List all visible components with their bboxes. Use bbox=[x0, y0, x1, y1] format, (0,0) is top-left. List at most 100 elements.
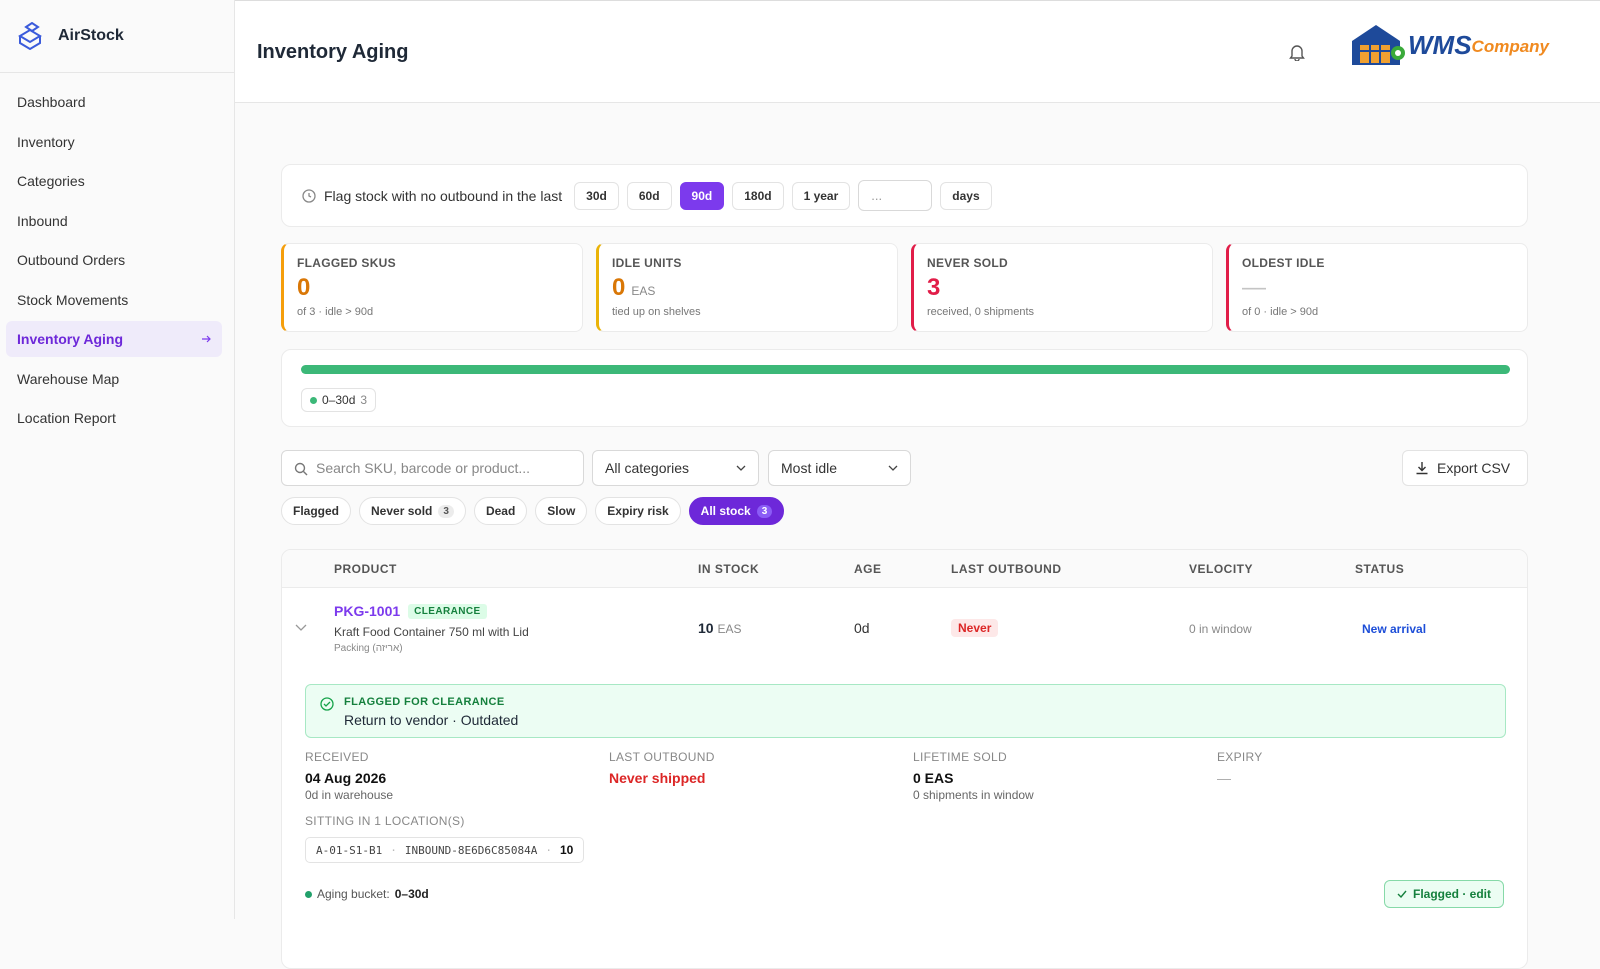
location-code: A-01-S1-B1 bbox=[316, 843, 383, 857]
logo-secondary: Company bbox=[1471, 37, 1550, 56]
search-placeholder: Search SKU, barcode or product... bbox=[316, 460, 530, 476]
field-label: EXPIRY bbox=[1217, 750, 1263, 764]
in-stock-unit: EAS bbox=[717, 622, 742, 636]
filter-chip[interactable]: All stock 3 bbox=[688, 497, 785, 525]
aging-card: 0–30d 3 bbox=[281, 349, 1528, 427]
threshold-option[interactable]: 30d bbox=[574, 181, 619, 210]
chips: Flagged Never sold 3 Dead Slow Expiry risk All… bbox=[281, 497, 785, 525]
flag-edit-label: Flagged · edit bbox=[1413, 887, 1491, 901]
nav-item[interactable]: Inbound bbox=[17, 212, 68, 229]
chip-count: 3 bbox=[438, 504, 454, 518]
threshold-option[interactable]: 90d bbox=[679, 181, 725, 210]
nav-item[interactable]: Categories bbox=[17, 173, 85, 189]
location-chip: A-01-S1-B1 · INBOUND-8E6D6C85084A · 10 bbox=[305, 837, 585, 863]
stat-number: — bbox=[1242, 274, 1266, 301]
filter-chip[interactable]: Dead bbox=[473, 497, 528, 525]
sidebar: AirStock Dashboard Inventory Categories Inb… bbox=[0, 0, 235, 919]
column-header: PRODUCT bbox=[334, 562, 397, 576]
stats: FLAGGED SKUS 0 of 3 · idle > 90d IDLE UNITS… bbox=[281, 243, 1528, 332]
field-value: — bbox=[1217, 770, 1231, 786]
chevron bbox=[888, 465, 898, 471]
field-note: 0 shipments in window bbox=[913, 788, 1034, 802]
velocity: 0 in window bbox=[1189, 622, 1252, 636]
field-value: 04 Aug 2026 bbox=[305, 770, 387, 786]
chip-label: All stock bbox=[700, 504, 751, 518]
days-unit: days bbox=[940, 181, 992, 210]
aging-legend: 0–30d 3 bbox=[301, 388, 377, 412]
stat-label: NEVER SOLD bbox=[927, 256, 1009, 270]
sort-select[interactable]: Most idle bbox=[768, 450, 911, 486]
in-stock-value: 10 bbox=[698, 620, 714, 636]
bucket-value: 0–30d bbox=[394, 887, 429, 901]
field-label: LIFETIME SOLD bbox=[913, 750, 1007, 764]
flag-edit-button[interactable]: Flagged · edit bbox=[1384, 880, 1504, 908]
stat-value: — bbox=[1242, 274, 1514, 302]
nav-item[interactable]: Outbound Orders bbox=[17, 252, 126, 268]
logo: WMS Company bbox=[1350, 23, 1549, 67]
column-header: IN STOCK bbox=[698, 562, 760, 576]
filter-chip[interactable]: Expiry risk bbox=[595, 497, 681, 525]
bucket-label: Aging bucket: bbox=[317, 887, 390, 901]
page-title: Inventory Aging bbox=[257, 41, 409, 63]
row-toggle[interactable] bbox=[295, 624, 307, 632]
export-button[interactable]: Export CSV bbox=[1402, 450, 1528, 486]
aging-bucket: Aging bucket: 0–30d bbox=[305, 887, 429, 901]
export-label: Export CSV bbox=[1437, 460, 1511, 476]
stat-label: OLDEST IDLE bbox=[1242, 256, 1325, 270]
field-value: 0 EAS bbox=[913, 770, 954, 786]
field-note: 0d in warehouse bbox=[305, 788, 394, 802]
sku[interactable]: PKG-1001 bbox=[334, 603, 401, 619]
field-label: RECEIVED bbox=[305, 750, 369, 764]
aging-bar bbox=[301, 365, 1510, 374]
stat-label: FLAGGED SKUS bbox=[297, 256, 396, 270]
chip-count: 3 bbox=[756, 504, 773, 518]
column-header: AGE bbox=[854, 562, 882, 576]
chevron bbox=[736, 465, 746, 471]
nav-item[interactable]: Dashboard bbox=[17, 94, 86, 110]
in-stock: 10 EAS bbox=[698, 620, 741, 636]
legend-label: 0–30d bbox=[322, 393, 356, 407]
nav-item[interactable]: Inventory Aging bbox=[6, 321, 222, 357]
legend-item: 0–30d 3 bbox=[301, 388, 377, 412]
threshold-card: Flag stock with no outbound in the last … bbox=[281, 164, 1528, 227]
custom-days-input[interactable]: ... bbox=[858, 180, 933, 211]
bell-icon[interactable] bbox=[1289, 43, 1305, 61]
stat-note: received, 0 shipments bbox=[927, 306, 1034, 318]
threshold-option[interactable]: 60d bbox=[626, 181, 672, 210]
product-name: Kraft Food Container 750 ml with Lid bbox=[334, 625, 529, 639]
search-input[interactable]: Search SKU, barcode or product... bbox=[281, 450, 584, 486]
chip-label: Dead bbox=[485, 504, 516, 518]
threshold-option[interactable]: 1 year bbox=[791, 181, 851, 210]
table-header: PRODUCT IN STOCK AGE LAST OUTBOUND VELOCITY S… bbox=[282, 550, 1527, 588]
stat-value: 0 EAS bbox=[612, 274, 884, 302]
filter-chip[interactable]: Never sold 3 bbox=[359, 497, 466, 525]
nav-item[interactable]: Inventory bbox=[17, 133, 75, 150]
nav: Dashboard Inventory Categories Inbound Outbo… bbox=[6, 84, 222, 440]
column-header: LAST OUTBOUND bbox=[951, 562, 1062, 576]
flag-text: Return to vendor · Outdated bbox=[344, 712, 519, 728]
download-icon bbox=[1416, 462, 1428, 475]
status: New arrival bbox=[1362, 622, 1427, 636]
filter-chip[interactable]: Flagged bbox=[281, 497, 352, 525]
logo-primary: WMS bbox=[1408, 29, 1472, 60]
stat-note: of 3 · idle > 90d bbox=[297, 306, 374, 318]
threshold-option[interactable]: 180d bbox=[732, 181, 784, 210]
search-icon bbox=[294, 462, 308, 476]
table: PRODUCT IN STOCK AGE LAST OUTBOUND VELOCITY S… bbox=[281, 549, 1528, 969]
header: Inventory Aging WMS Company bbox=[235, 0, 1600, 103]
filter-chip[interactable]: Slow bbox=[535, 497, 588, 525]
field-label: LAST OUTBOUND bbox=[609, 750, 715, 764]
nav-item[interactable]: Stock Movements bbox=[17, 291, 129, 308]
column-header: STATUS bbox=[1355, 562, 1405, 576]
aging-segment bbox=[301, 365, 1510, 374]
category-value: All categories bbox=[605, 460, 690, 476]
legend-count: 3 bbox=[360, 393, 368, 407]
category-select[interactable]: All categories bbox=[592, 450, 759, 486]
clock-icon bbox=[302, 188, 316, 203]
nav-item[interactable]: Location Report bbox=[17, 410, 116, 426]
stat-card: FLAGGED SKUS 0 of 3 · idle > 90d bbox=[281, 243, 583, 332]
locations-label: SITTING IN 1 LOCATION(S) bbox=[305, 814, 465, 828]
nav-item[interactable]: Warehouse Map bbox=[17, 370, 120, 387]
arrow-icon bbox=[202, 335, 211, 343]
chip-label: Flagged bbox=[293, 504, 340, 518]
